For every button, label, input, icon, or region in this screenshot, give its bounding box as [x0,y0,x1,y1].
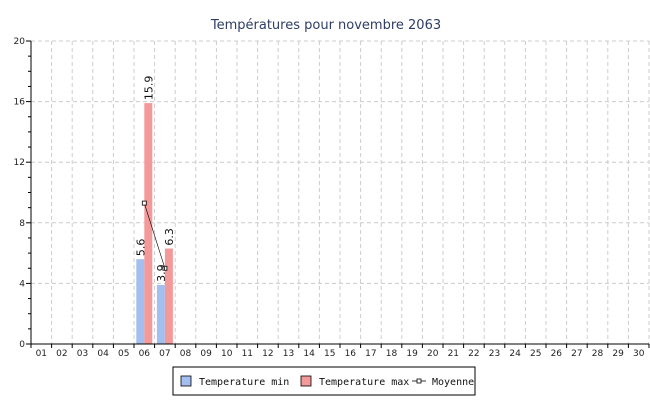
x-tick-label: 18 [386,349,398,359]
data-label: 15.9 [142,76,155,101]
average-polyline [144,203,166,269]
x-tick-label: 26 [551,349,563,359]
x-tick-label: 25 [530,349,541,359]
x-tick-label: 17 [365,349,376,359]
x-tick-label: 02 [56,349,67,359]
x-tick-label: 05 [118,349,129,359]
x-tick-label: 09 [200,349,212,359]
x-tick-label: 16 [345,349,357,359]
x-tick-label: 08 [180,349,192,359]
x-tick-label: 30 [633,349,645,359]
bar-temperature-min [156,284,165,344]
legend-label: Temperature max [319,377,409,388]
x-tick-label: 04 [97,349,109,359]
legend-swatch [300,375,312,387]
y-tick-label: 4 [19,279,25,289]
bar-temperature-max [144,103,153,345]
x-tick-label: 28 [592,349,604,359]
data-label: 6.3 [163,228,176,246]
legend-label: Moyenne [432,377,474,388]
y-tick-label: 8 [19,219,25,229]
x-tick-label: 24 [509,349,521,359]
x-tick-label: 21 [448,349,459,359]
x-tick-label: 10 [221,349,233,359]
x-tick-label: 15 [324,349,335,359]
y-tick-label: 12 [14,158,25,168]
x-tick-label: 29 [612,349,624,359]
legend-marker [416,378,422,384]
data-label: 3.9 [155,264,168,282]
legend-swatch [180,375,192,387]
x-tick-label: 01 [36,349,47,359]
bars [136,103,173,345]
y-tick-label: 0 [19,340,25,350]
x-tick-label: 06 [139,349,151,359]
average-marker [141,200,147,206]
bar-temperature-max [164,248,173,344]
x-tick-label: 22 [468,349,479,359]
data-label: 5.6 [134,239,147,257]
x-tick-label: 23 [489,349,500,359]
x-tick-label: 14 [303,349,315,359]
x-tick-label: 27 [571,349,582,359]
grid [30,40,650,344]
x-tick-label: 03 [77,349,88,359]
average-marker [162,265,168,271]
bar-temperature-min [136,259,145,344]
x-tick-label: 07 [159,349,170,359]
average-line [141,200,168,271]
y-tick-label: 16 [14,98,26,108]
data-labels: 5.6 3.9 15.9 6.3 [134,76,176,282]
legend-box [172,366,476,396]
x-tick-label: 19 [406,349,418,359]
legend: Temperature min Temperature max Moyenne [172,366,476,396]
legend-label: Temperature min [199,377,289,388]
x-tick-label: 13 [283,349,294,359]
x-tick-label: 12 [262,349,273,359]
chart-title: Températures pour novembre 2063 [210,18,441,33]
y-tick-label: 20 [14,37,26,47]
x-tick-label: 11 [242,349,253,359]
x-tick-label: 20 [427,349,439,359]
